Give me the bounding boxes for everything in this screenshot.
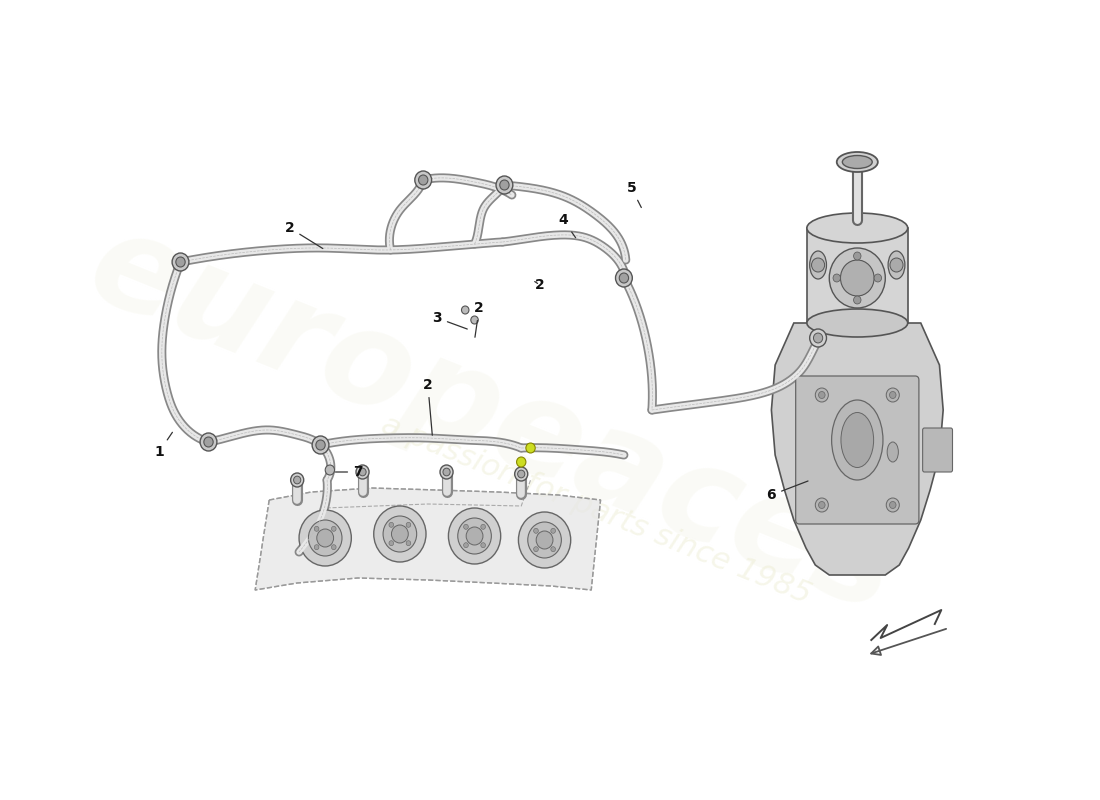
Circle shape [481,542,485,548]
Circle shape [874,274,881,282]
Circle shape [316,440,326,450]
Circle shape [481,524,485,530]
Text: 7: 7 [336,465,363,479]
Text: 3: 3 [432,311,468,329]
Ellipse shape [837,152,878,172]
Text: 5: 5 [627,181,641,207]
Circle shape [463,542,469,548]
Text: europeaces: europeaces [72,200,915,640]
Circle shape [471,316,478,324]
Circle shape [176,257,185,267]
Polygon shape [771,323,943,575]
Circle shape [389,541,394,546]
Circle shape [887,388,900,402]
Text: 2: 2 [285,221,322,249]
Circle shape [443,468,450,476]
Ellipse shape [843,155,872,169]
Circle shape [392,525,408,543]
Ellipse shape [888,251,905,279]
Circle shape [294,476,300,484]
Circle shape [518,470,525,478]
Circle shape [814,333,823,343]
Ellipse shape [807,309,908,337]
Ellipse shape [888,442,899,462]
Circle shape [818,391,825,398]
Circle shape [528,522,561,558]
FancyBboxPatch shape [795,376,918,524]
Circle shape [331,545,337,550]
Text: 4: 4 [559,213,575,238]
Circle shape [317,529,333,547]
Circle shape [312,436,329,454]
Text: a passion for parts since 1985: a passion for parts since 1985 [377,410,815,610]
FancyBboxPatch shape [807,228,908,323]
Circle shape [890,502,896,509]
Polygon shape [255,488,601,590]
Circle shape [389,522,394,527]
Ellipse shape [810,251,826,279]
Text: 2: 2 [424,378,432,435]
Circle shape [315,526,319,531]
Circle shape [815,498,828,512]
Circle shape [359,468,366,476]
Circle shape [331,526,337,531]
Circle shape [449,508,500,564]
Circle shape [551,546,556,552]
Circle shape [534,528,538,534]
Circle shape [496,176,513,194]
Circle shape [356,465,370,479]
Circle shape [890,391,896,398]
Circle shape [499,180,509,190]
Circle shape [326,465,334,475]
Circle shape [458,518,492,554]
Circle shape [299,510,351,566]
Circle shape [517,457,526,467]
Ellipse shape [832,400,883,480]
Circle shape [619,273,628,283]
Circle shape [536,531,553,549]
Text: 6: 6 [767,481,808,502]
Ellipse shape [842,413,873,467]
Circle shape [515,467,528,481]
Ellipse shape [807,213,908,243]
Circle shape [815,388,828,402]
Circle shape [551,528,556,534]
Circle shape [890,258,903,272]
Circle shape [463,524,469,530]
Circle shape [440,465,453,479]
Circle shape [534,546,538,552]
Circle shape [204,437,213,447]
Text: 2: 2 [474,301,484,338]
Circle shape [383,516,417,552]
Circle shape [308,520,342,556]
Circle shape [315,545,319,550]
Circle shape [200,433,217,451]
Circle shape [466,527,483,545]
Circle shape [526,443,536,453]
Circle shape [854,252,861,260]
Text: 1: 1 [154,432,173,459]
Circle shape [829,248,886,308]
Circle shape [840,260,874,296]
Circle shape [887,498,900,512]
Circle shape [812,258,825,272]
Circle shape [833,274,840,282]
Circle shape [810,329,826,347]
Text: 2: 2 [535,278,544,292]
Circle shape [616,269,632,287]
Circle shape [418,175,428,185]
Circle shape [406,522,410,527]
Circle shape [172,253,189,271]
Circle shape [854,296,861,304]
Circle shape [415,171,431,189]
Circle shape [518,512,571,568]
Circle shape [406,541,410,546]
Circle shape [374,506,426,562]
FancyBboxPatch shape [923,428,953,472]
Circle shape [290,473,304,487]
Circle shape [818,502,825,509]
Circle shape [462,306,469,314]
